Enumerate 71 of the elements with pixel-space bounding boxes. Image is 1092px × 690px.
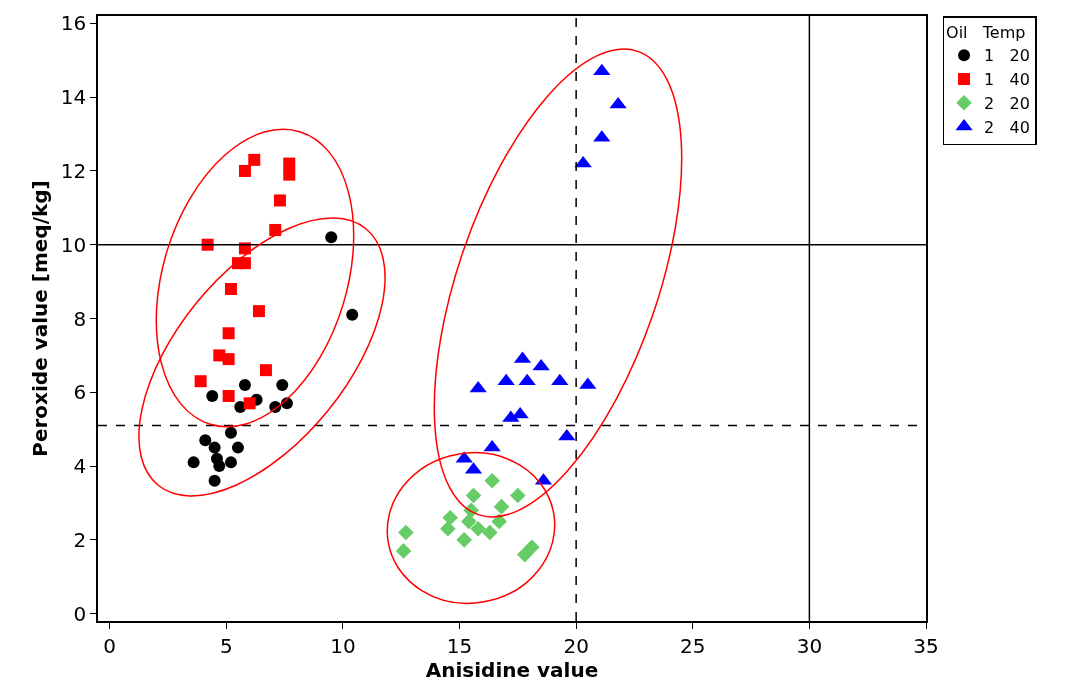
point — [484, 473, 500, 489]
x-tick-label: 15 — [446, 633, 473, 658]
point — [206, 389, 219, 402]
point — [442, 509, 458, 526]
legend-title: Oil Temp — [946, 23, 1026, 43]
y-tick-label: 10 — [60, 232, 87, 257]
point — [346, 308, 359, 321]
point — [276, 378, 289, 391]
point — [234, 401, 247, 414]
y-tick-label: 4 — [73, 454, 87, 479]
point — [440, 520, 456, 537]
point — [482, 524, 498, 541]
point — [201, 238, 214, 251]
y-tick-label: 12 — [60, 158, 87, 183]
legend-label: 2 40 — [984, 117, 1030, 137]
y-tick-label: 16 — [60, 11, 87, 36]
point — [524, 539, 540, 556]
point — [398, 524, 414, 541]
x-tick-label: 30 — [796, 633, 823, 658]
point — [269, 223, 282, 236]
legend-label: 1 20 — [984, 46, 1030, 66]
y-tick-label: 6 — [73, 380, 87, 405]
point — [491, 513, 507, 530]
point — [187, 456, 200, 469]
point — [224, 426, 237, 439]
point — [199, 434, 212, 447]
point — [395, 543, 412, 559]
point — [222, 353, 235, 366]
point — [465, 487, 482, 504]
point — [252, 305, 265, 318]
point — [213, 460, 226, 473]
y-tick-label: 0 — [73, 601, 87, 626]
point — [248, 153, 261, 166]
y-tick-label: 2 — [73, 527, 87, 552]
point — [238, 164, 251, 177]
point — [238, 378, 251, 391]
point — [325, 231, 338, 244]
x-axis-title: Anisidine value — [425, 657, 599, 682]
point — [470, 520, 486, 537]
point — [510, 487, 526, 504]
x-tick-label: 25 — [680, 633, 706, 658]
point — [517, 546, 533, 563]
x-tick-label: 35 — [913, 633, 939, 658]
y-axis-title: Peroxide value [meq/kg] — [27, 180, 52, 457]
point — [593, 63, 611, 76]
point — [231, 441, 244, 454]
x-tick-label: 5 — [219, 633, 233, 658]
point — [456, 532, 472, 548]
x-tick-label: 0 — [103, 633, 117, 658]
point — [224, 456, 237, 469]
point — [224, 282, 237, 295]
point — [259, 364, 272, 377]
point — [243, 397, 256, 410]
legend-label: 2 20 — [984, 94, 1030, 114]
x-tick-label: 20 — [563, 633, 589, 658]
point — [238, 257, 251, 270]
point — [283, 157, 296, 170]
y-tick-label: 14 — [60, 85, 87, 110]
point — [283, 168, 296, 181]
point — [208, 474, 221, 487]
point — [222, 327, 235, 340]
point — [461, 513, 477, 530]
y-tick-label: 8 — [73, 306, 87, 331]
point — [532, 358, 550, 371]
x-tick-label: 10 — [330, 633, 356, 658]
legend-label: 1 40 — [984, 70, 1030, 90]
point — [208, 441, 221, 454]
point — [273, 194, 286, 207]
point — [493, 498, 510, 515]
point — [222, 389, 235, 402]
point — [194, 375, 207, 388]
